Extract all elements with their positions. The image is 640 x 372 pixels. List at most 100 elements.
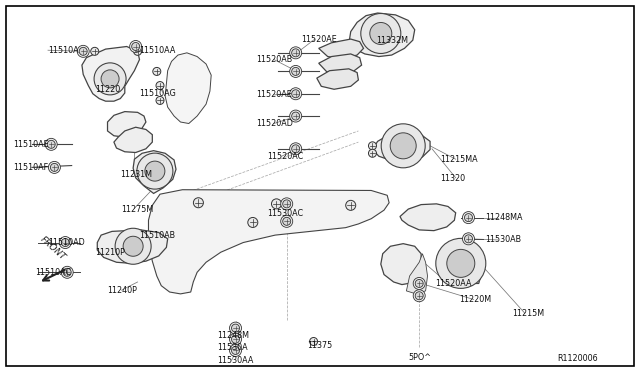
Text: 11520AA: 11520AA: [435, 279, 472, 288]
Polygon shape: [442, 244, 483, 283]
Polygon shape: [372, 132, 430, 161]
Text: 11510AD: 11510AD: [48, 238, 84, 247]
Text: FRONT: FRONT: [38, 235, 67, 262]
Polygon shape: [317, 69, 358, 89]
Text: 11240P: 11240P: [108, 286, 138, 295]
Text: R1120006: R1120006: [557, 355, 597, 363]
Circle shape: [49, 161, 60, 173]
Text: 11275M: 11275M: [122, 205, 154, 214]
Circle shape: [290, 65, 301, 77]
Circle shape: [232, 335, 239, 343]
Polygon shape: [148, 190, 389, 294]
Text: 11375: 11375: [307, 341, 332, 350]
Text: 11510AG: 11510AG: [140, 89, 176, 97]
Text: 11220M: 11220M: [460, 295, 492, 304]
Polygon shape: [400, 204, 456, 231]
Text: 11510AB: 11510AB: [140, 231, 175, 240]
Circle shape: [77, 45, 89, 57]
Circle shape: [134, 47, 141, 55]
Circle shape: [123, 236, 143, 256]
Text: 11510AC: 11510AC: [35, 268, 71, 277]
Circle shape: [153, 67, 161, 76]
Text: 5ΡΟ^: 5ΡΟ^: [408, 353, 431, 362]
Circle shape: [465, 214, 472, 222]
Polygon shape: [406, 254, 428, 294]
Text: 11510AA: 11510AA: [140, 46, 176, 55]
Circle shape: [390, 133, 416, 159]
Circle shape: [281, 198, 292, 210]
Text: 11215M: 11215M: [512, 309, 544, 318]
Circle shape: [436, 238, 486, 288]
Circle shape: [290, 143, 301, 155]
Circle shape: [463, 233, 474, 245]
Circle shape: [415, 279, 423, 288]
Circle shape: [156, 81, 164, 90]
Circle shape: [230, 333, 241, 345]
Circle shape: [290, 47, 301, 59]
Circle shape: [232, 324, 239, 332]
Circle shape: [60, 237, 71, 248]
Circle shape: [51, 163, 58, 171]
Polygon shape: [349, 13, 415, 57]
Polygon shape: [114, 127, 152, 153]
Circle shape: [79, 47, 87, 55]
Polygon shape: [133, 151, 176, 193]
Text: 11220: 11220: [95, 85, 120, 94]
Text: 11248MA: 11248MA: [485, 213, 523, 222]
Polygon shape: [319, 54, 362, 74]
Circle shape: [465, 235, 472, 243]
Circle shape: [232, 346, 239, 355]
Circle shape: [292, 145, 300, 153]
Text: 11248M: 11248M: [218, 331, 250, 340]
Text: 11520AB: 11520AB: [256, 55, 292, 64]
Circle shape: [45, 138, 57, 150]
Circle shape: [346, 201, 356, 210]
Circle shape: [61, 238, 69, 247]
Text: 11210P: 11210P: [95, 248, 125, 257]
Circle shape: [369, 149, 376, 157]
Circle shape: [271, 199, 282, 209]
Text: 11510A: 11510A: [48, 46, 79, 55]
Circle shape: [94, 63, 126, 95]
Circle shape: [145, 161, 165, 181]
Text: 11520AE: 11520AE: [301, 35, 337, 44]
Text: 11530AB: 11530AB: [485, 235, 521, 244]
Text: 11520AC: 11520AC: [268, 152, 304, 161]
Circle shape: [415, 292, 423, 300]
Circle shape: [281, 215, 292, 227]
Circle shape: [381, 124, 425, 168]
Text: 11530AA: 11530AA: [218, 356, 254, 365]
Text: 11320: 11320: [440, 174, 465, 183]
Text: 11530A: 11530A: [218, 343, 248, 352]
Circle shape: [447, 249, 475, 278]
Circle shape: [230, 344, 241, 356]
Circle shape: [156, 96, 164, 105]
Circle shape: [132, 42, 140, 51]
Circle shape: [130, 41, 141, 52]
Circle shape: [91, 47, 99, 55]
Circle shape: [310, 337, 317, 346]
Circle shape: [63, 268, 71, 276]
Circle shape: [369, 142, 376, 150]
Polygon shape: [381, 244, 421, 285]
Circle shape: [137, 153, 173, 189]
Circle shape: [61, 266, 73, 278]
Polygon shape: [97, 230, 168, 263]
Text: 11530AC: 11530AC: [268, 209, 303, 218]
Text: 11332M: 11332M: [376, 36, 408, 45]
Circle shape: [292, 90, 300, 98]
Text: 11510AE: 11510AE: [13, 140, 49, 149]
Text: 11520AD: 11520AD: [256, 119, 293, 128]
Circle shape: [230, 322, 241, 334]
Text: 11215MA: 11215MA: [440, 155, 478, 164]
Circle shape: [463, 212, 474, 224]
Polygon shape: [319, 39, 364, 59]
Circle shape: [283, 217, 291, 225]
Circle shape: [290, 110, 301, 122]
Circle shape: [292, 112, 300, 120]
Text: 11520AE: 11520AE: [256, 90, 292, 99]
Text: 11510AF: 11510AF: [13, 163, 48, 172]
Polygon shape: [165, 53, 211, 124]
Circle shape: [47, 140, 55, 148]
Circle shape: [292, 67, 300, 76]
